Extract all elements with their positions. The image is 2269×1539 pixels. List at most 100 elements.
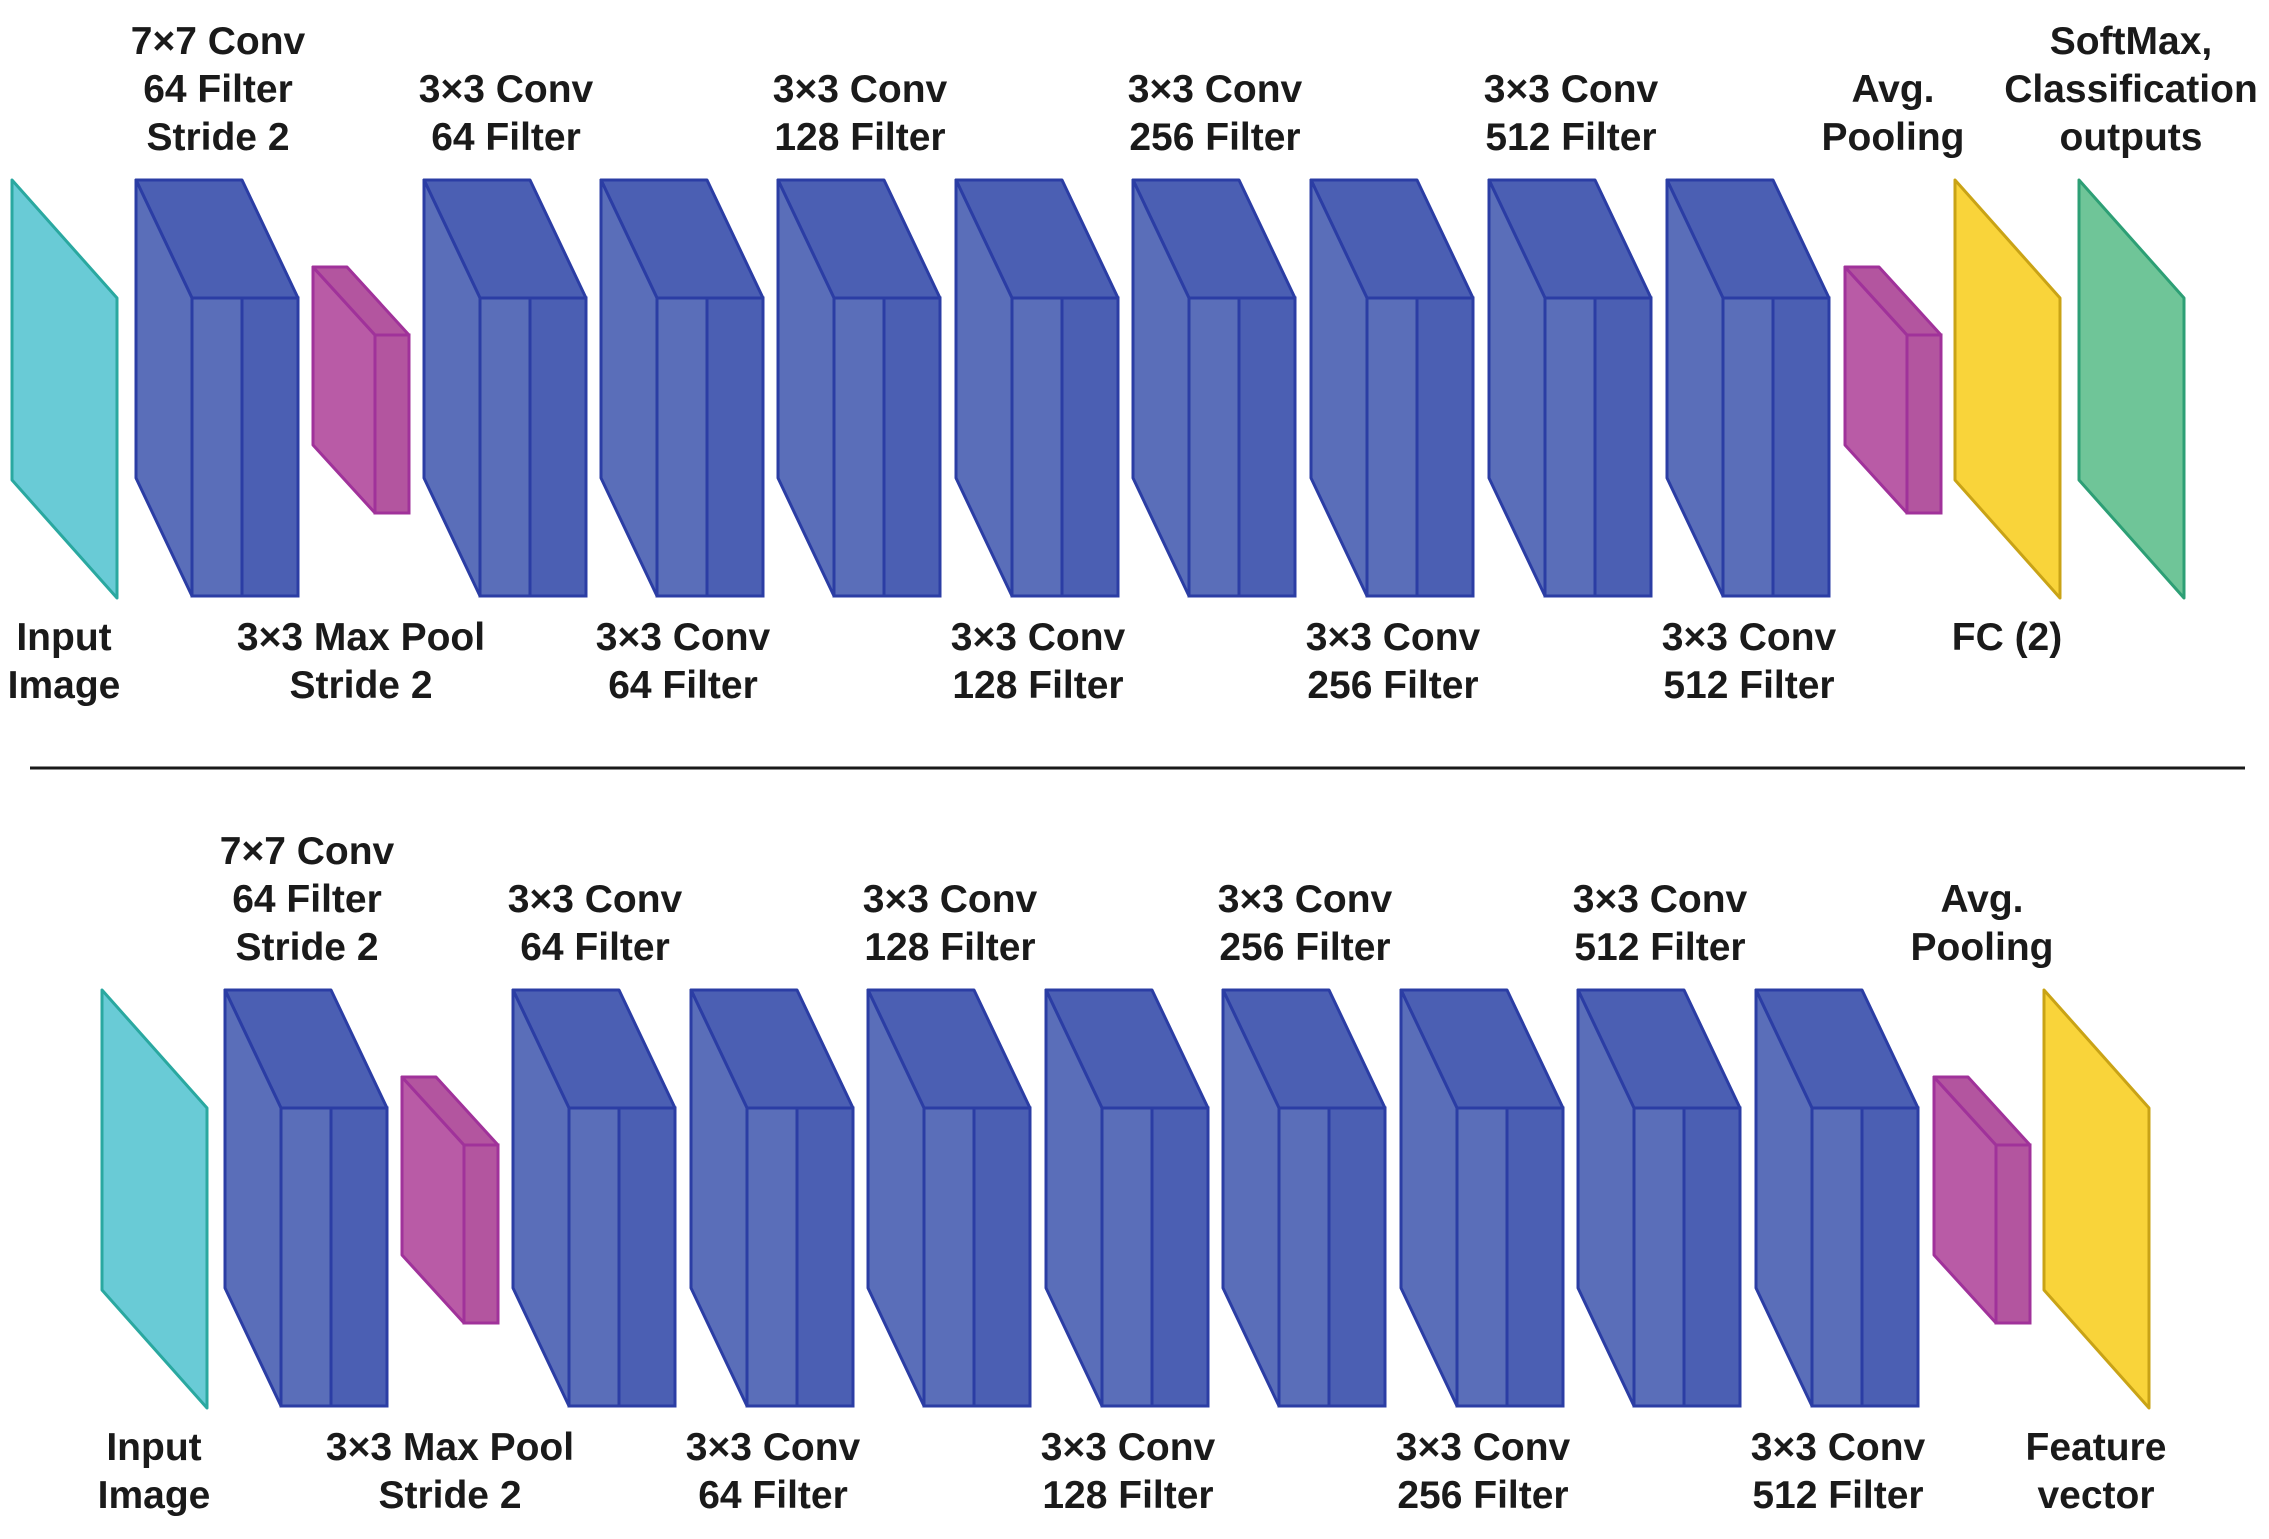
bottom-network-conv-block-7 [1221,988,1387,1408]
bottom-network-conv-block-8 [1399,988,1565,1408]
bottom-network-label-0-line-1: Image [98,1474,211,1517]
top-network-conv-side-face-8 [1415,296,1475,598]
bottom-network-pool-side-face-11 [1994,1143,2032,1325]
top-network-conv-side-face-10 [1771,296,1831,598]
bottom-network-conv-side-face-10 [1860,1106,1920,1408]
top-network-conv-block-7 [1131,178,1297,598]
bottom-network-conv-side-face-7 [1327,1106,1387,1408]
bottom-network-label-11-line-0: Avg. [1940,878,2023,921]
bottom-network-label-9: 3×3 Conv 512 Filter [1573,878,1748,969]
bottom-network-label-1-line-1: 64 Filter [232,878,382,921]
bottom-network-label-6-line-0: 3×3 Conv [1041,1426,1216,1469]
bottom-network-label-9-line-0: 3×3 Conv [1573,878,1748,921]
top-network-label-13-line-1: Classification [2004,68,2258,111]
top-network-label-9-line-1: 512 Filter [1485,116,1656,159]
top-network-label-11: Avg. Pooling [1822,68,1965,159]
bottom-network-label-10: 3×3 Conv 512 Filter [1751,1426,1926,1517]
top-network-label-13-line-2: outputs [2060,116,2203,159]
top-network-conv-side-face-3 [528,296,588,598]
top-network-label-11-line-0: Avg. [1851,68,1934,111]
top-network-label-3: 3×3 Conv 64 Filter [419,68,594,159]
bottom-network-input-block-0 [100,988,209,1410]
top-network-label-4-line-0: 3×3 Conv [596,616,771,659]
bottom-network-conv-block-3 [511,988,677,1408]
bottom-network-conv-side-face-9 [1682,1106,1742,1408]
top-network-pool-block-11 [1843,265,1943,515]
bottom-network-label-0-line-0: Input [106,1426,201,1469]
bottom-network-conv-block-10 [1754,988,1920,1408]
bottom-network-label-5: 3×3 Conv 128 Filter [863,878,1038,969]
top-network-label-13: SoftMax, Classification outputs [2004,20,2258,159]
bottom-network-label-3-line-1: 64 Filter [520,926,670,969]
bottom-network-label-8: 3×3 Conv 256 Filter [1396,1426,1571,1517]
top-network-input-block-0 [10,178,119,600]
bottom-network-label-3: 3×3 Conv 64 Filter [508,878,683,969]
bottom-network-conv-block-4 [689,988,855,1408]
bottom-network-label-12-line-0: Feature [2026,1426,2167,1469]
top-network-label-9-line-0: 3×3 Conv [1484,68,1659,111]
top-network-label-6-line-0: 3×3 Conv [951,616,1126,659]
top-network-label-5: 3×3 Conv 128 Filter [773,68,948,159]
bottom-network-label-4-line-0: 3×3 Conv [686,1426,861,1469]
top-network-label-0: Input Image [8,616,121,707]
top-network-label-0-line-1: Image [8,664,121,707]
bottom-network-label-7: 3×3 Conv 256 Filter [1218,878,1393,969]
bottom-network-label-12-line-1: vector [2037,1474,2154,1517]
bottom-network-pool-block-11 [1932,1075,2032,1325]
top-network-conv-block-1 [134,178,300,598]
top-network-conv-block-9 [1487,178,1653,598]
top-network-label-5-line-1: 128 Filter [774,116,945,159]
top-network-label-4-line-1: 64 Filter [608,664,758,707]
bottom-network-conv-side-face-4 [795,1106,855,1408]
top-network-conv-side-face-7 [1237,296,1297,598]
bottom-network-label-1: 7×7 Conv 64 Filter Stride 2 [220,830,395,969]
bottom-network-label-10-line-1: 512 Filter [1752,1474,1923,1517]
top-network-label-12-line-0: FC (2) [1952,616,2063,659]
bottom-network-conv-side-face-3 [617,1106,677,1408]
bottom-network-label-6-line-1: 128 Filter [1042,1474,1213,1517]
bottom-network-label-5-line-1: 128 Filter [864,926,1035,969]
top-network-label-7-line-0: 3×3 Conv [1128,68,1303,111]
top-network-label-8-line-1: 256 Filter [1307,664,1478,707]
bottom-network-label-11: Avg. Pooling [1911,878,2054,969]
top-network-label-1-line-1: 64 Filter [143,68,293,111]
top-network-label-10-line-0: 3×3 Conv [1662,616,1837,659]
bottom-network-label-2-line-1: Stride 2 [378,1474,521,1517]
bottom-network-conv-block-9 [1576,988,1742,1408]
top-network-conv-block-10 [1665,178,1831,598]
top-network-label-6: 3×3 Conv 128 Filter [951,616,1126,707]
top-network-softmax-block-13 [2077,178,2186,600]
top-network-label-12: FC (2) [1952,616,2063,659]
top-network-label-1: 7×7 Conv 64 Filter Stride 2 [131,20,306,159]
bottom-network-label-7-line-0: 3×3 Conv [1218,878,1393,921]
bottom-network-conv-side-face-5 [972,1106,1032,1408]
bottom-network-fc-plane-12 [2042,988,2151,1410]
top-network-label-0-line-0: Input [16,616,111,659]
bottom-network-pool-side-face-2 [462,1143,500,1325]
bottom-network-conv-block-1 [223,988,389,1408]
bottom-network-label-1-line-2: Stride 2 [235,926,378,969]
bottom-network-label-7-line-1: 256 Filter [1219,926,1390,969]
bottom-network-conv-side-face-6 [1150,1106,1210,1408]
top-network-input-plane-0 [10,178,119,600]
top-network-label-8: 3×3 Conv 256 Filter [1306,616,1481,707]
top-network-label-6-line-1: 128 Filter [952,664,1123,707]
top-network-conv-block-3 [422,178,588,598]
bottom-network-label-3-line-0: 3×3 Conv [508,878,683,921]
top-network-label-8-line-0: 3×3 Conv [1306,616,1481,659]
bottom-network-fc-block-12 [2042,988,2151,1410]
bottom-network-label-6: 3×3 Conv 128 Filter [1041,1426,1216,1517]
bottom-network-label-12: Feature vector [2026,1426,2167,1517]
top-network-label-2: 3×3 Max Pool Stride 2 [237,616,485,707]
top-network-conv-block-6 [954,178,1120,598]
top-network-label-1-line-0: 7×7 Conv [131,20,306,63]
bottom-network-label-11-line-1: Pooling [1911,926,2054,969]
top-network-pool-block-2 [311,265,411,515]
top-network-label-5-line-0: 3×3 Conv [773,68,948,111]
bottom-network-conv-block-6 [1044,988,1210,1408]
bottom-network-conv-side-face-1 [329,1106,389,1408]
bottom-network-label-9-line-1: 512 Filter [1574,926,1745,969]
